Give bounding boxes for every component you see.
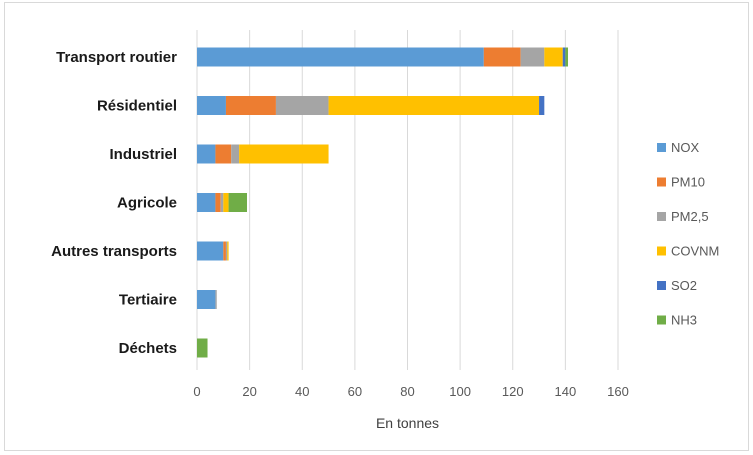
bar-segment bbox=[227, 241, 229, 261]
bar-segment bbox=[520, 47, 545, 67]
bar-segment bbox=[197, 144, 216, 164]
bar-segment bbox=[239, 144, 329, 164]
legend-swatch bbox=[657, 281, 666, 290]
legend-swatch bbox=[657, 315, 666, 325]
bar-segment bbox=[197, 96, 226, 115]
x-tick-label: 160 bbox=[607, 384, 629, 399]
bar-segment bbox=[197, 241, 224, 261]
category-label: Tertiaire bbox=[119, 292, 177, 309]
legend-label: SO2 bbox=[671, 278, 697, 293]
x-tick-label: 60 bbox=[348, 384, 362, 399]
bar-segment bbox=[483, 47, 521, 67]
bar-segment bbox=[544, 47, 563, 67]
x-axis-title: En tonnes bbox=[376, 415, 439, 431]
legend-label: PM2,5 bbox=[671, 209, 709, 224]
legend-label: NH3 bbox=[671, 313, 697, 328]
bar-segment bbox=[228, 193, 247, 212]
x-tick-label: 140 bbox=[555, 384, 577, 399]
legend-swatch bbox=[657, 246, 666, 256]
legend-label: COVNM bbox=[671, 244, 719, 259]
chart-frame bbox=[4, 2, 749, 451]
legend: NOX PM10 PM2,5 COVNM SO2 NH3 bbox=[657, 140, 719, 328]
x-tick-labels: 0 20 40 60 80 100 120 140 160 bbox=[193, 384, 628, 399]
category-label: Transport routier bbox=[56, 49, 177, 66]
bar-segment bbox=[215, 144, 232, 164]
legend-swatch bbox=[657, 177, 666, 187]
bar-segment bbox=[223, 193, 229, 212]
bar-segment bbox=[197, 338, 208, 358]
category-label: Déchets bbox=[119, 340, 177, 357]
legend-swatch bbox=[657, 143, 666, 152]
category-label: Agricole bbox=[117, 195, 177, 212]
legend-label: PM10 bbox=[671, 175, 705, 190]
gridlines bbox=[196, 30, 619, 370]
bar-segment bbox=[275, 96, 329, 115]
bar-segment bbox=[539, 96, 545, 115]
bar-segment bbox=[215, 290, 217, 309]
bar-segment bbox=[223, 241, 226, 261]
bar-segment bbox=[225, 241, 228, 261]
bar-segment bbox=[225, 96, 276, 115]
x-tick-label: 0 bbox=[193, 384, 200, 399]
legend-label: NOX bbox=[671, 140, 700, 155]
category-label: Résidentiel bbox=[97, 98, 177, 115]
bar-segment bbox=[562, 47, 566, 67]
category-label: Autres transports bbox=[51, 243, 177, 260]
bar-segment bbox=[215, 193, 221, 212]
x-tick-label: 20 bbox=[242, 384, 256, 399]
bars bbox=[197, 47, 569, 358]
x-tick-label: 80 bbox=[400, 384, 414, 399]
bar-segment bbox=[197, 47, 484, 67]
bar-segment bbox=[231, 144, 240, 164]
x-tick-label: 120 bbox=[502, 384, 524, 399]
bar-segment bbox=[197, 290, 216, 309]
category-label: Industriel bbox=[109, 146, 177, 163]
category-labels: Transport routier Résidentiel Industriel Ag… bbox=[51, 49, 177, 357]
x-tick-label: 100 bbox=[449, 384, 471, 399]
bar-segment bbox=[328, 96, 540, 115]
bar-segment bbox=[565, 47, 569, 67]
bar-segment bbox=[197, 193, 216, 212]
x-tick-label: 40 bbox=[295, 384, 309, 399]
bar-segment bbox=[220, 193, 224, 212]
legend-swatch bbox=[657, 212, 666, 221]
